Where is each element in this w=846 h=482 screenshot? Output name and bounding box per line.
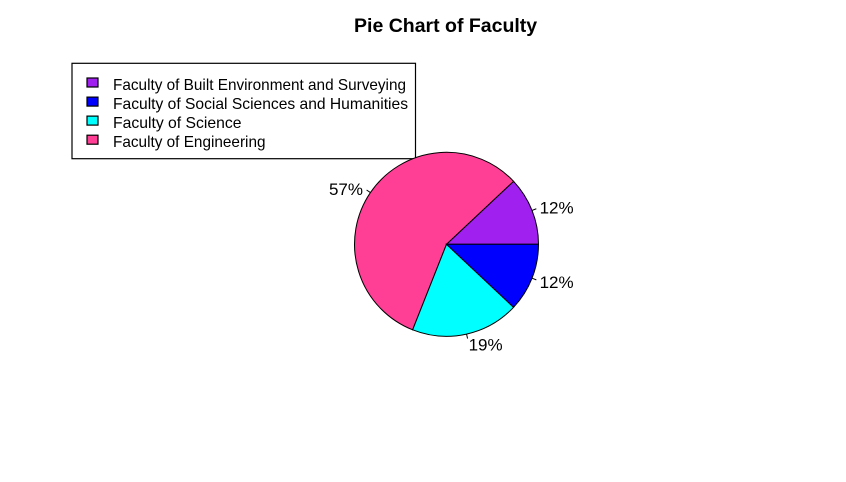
svg-text:Faculty of Built Environment a: Faculty of Built Environment and Surveyi… bbox=[113, 77, 406, 94]
svg-text:Faculty of Science: Faculty of Science bbox=[113, 115, 242, 132]
svg-text:12%: 12% bbox=[540, 199, 574, 218]
svg-text:12%: 12% bbox=[540, 273, 574, 292]
svg-text:57%: 57% bbox=[329, 180, 363, 199]
svg-text:Pie Chart of Faculty: Pie Chart of Faculty bbox=[354, 15, 537, 37]
svg-text:Faculty of Social Sciences and: Faculty of Social Sciences and Humanitie… bbox=[113, 96, 408, 113]
svg-text:Faculty of Engineering: Faculty of Engineering bbox=[113, 134, 266, 151]
svg-text:19%: 19% bbox=[469, 335, 503, 354]
